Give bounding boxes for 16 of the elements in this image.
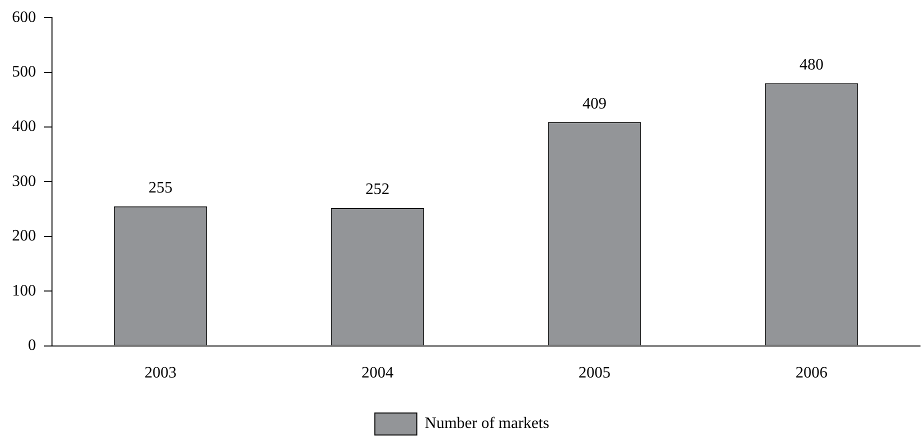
x-tick-label: 2004 [362, 364, 394, 382]
y-tick-label: 0 [28, 337, 36, 354]
y-tick-label: 300 [12, 172, 36, 190]
data-label: 480 [800, 56, 824, 74]
y-tick-label: 600 [12, 8, 36, 26]
legend-label: Number of markets [424, 415, 550, 432]
y-tick-label: 200 [12, 228, 36, 245]
data-label: 255 [148, 180, 172, 197]
y-tick-label: 400 [12, 118, 36, 136]
data-label: 252 [366, 181, 390, 198]
data-label: 409 [582, 95, 606, 112]
y-tick-label: 100 [12, 282, 36, 300]
x-tick-label: 2005 [578, 364, 610, 382]
y-tick-label: 500 [12, 64, 36, 81]
x-tick-label: 2006 [796, 364, 828, 382]
x-tick-label: 2003 [144, 364, 176, 382]
